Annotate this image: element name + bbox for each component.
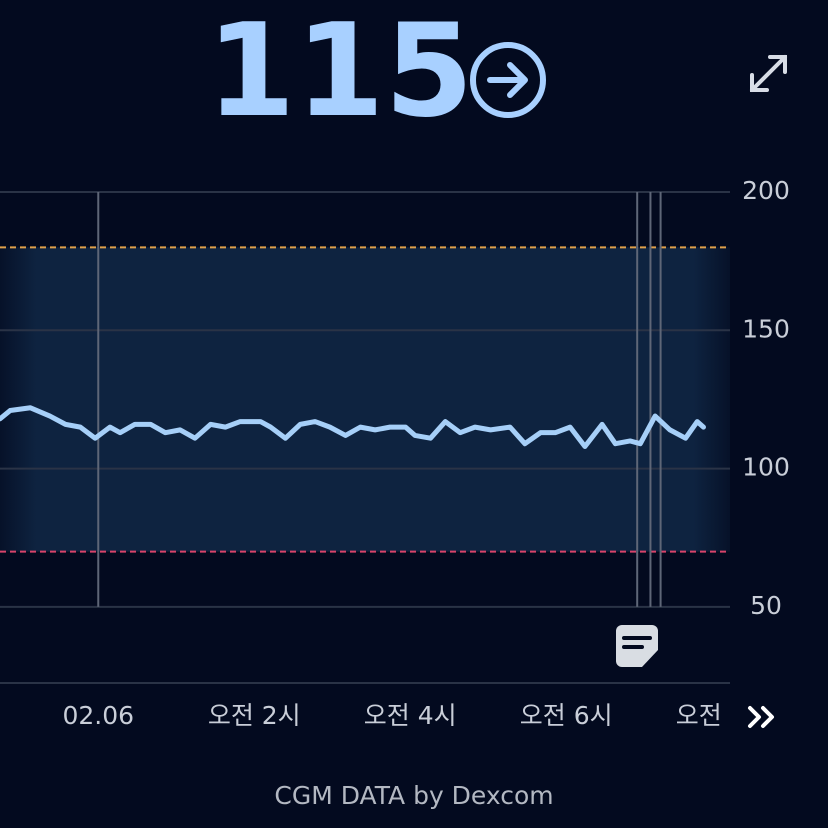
- x-tick-label: 02.06: [62, 701, 134, 730]
- x-tick-labels: 02.06 오전 2시 오전 4시 오전 6시 오전 8시: [62, 701, 769, 730]
- chart: 50 100 150 200 02.06 오전 2시 오전 4시 오전 6시 오전 8시: [0, 176, 790, 730]
- note-icon[interactable]: [616, 625, 658, 667]
- target-range-band: [0, 247, 730, 552]
- x-tick-label: 오전 2시: [208, 701, 301, 730]
- scroll-forward-button[interactable]: [748, 706, 774, 728]
- trend-arrow: [470, 42, 546, 118]
- x-tick-label: 오전 6시: [520, 701, 613, 730]
- y-tick-label: 100: [742, 453, 790, 482]
- expand-button[interactable]: [750, 55, 787, 92]
- footer: CGM DATA by Dexcom: [274, 781, 553, 810]
- y-tick-label: 200: [742, 176, 790, 205]
- x-tick-label: 오전 4시: [364, 701, 457, 730]
- y-tick-label: 50: [750, 591, 782, 620]
- glucose-reading: 115: [206, 0, 473, 146]
- glucose-line: [0, 405, 706, 449]
- x-tick-label: 오전 8시: [676, 701, 769, 730]
- y-tick-label: 150: [742, 314, 790, 343]
